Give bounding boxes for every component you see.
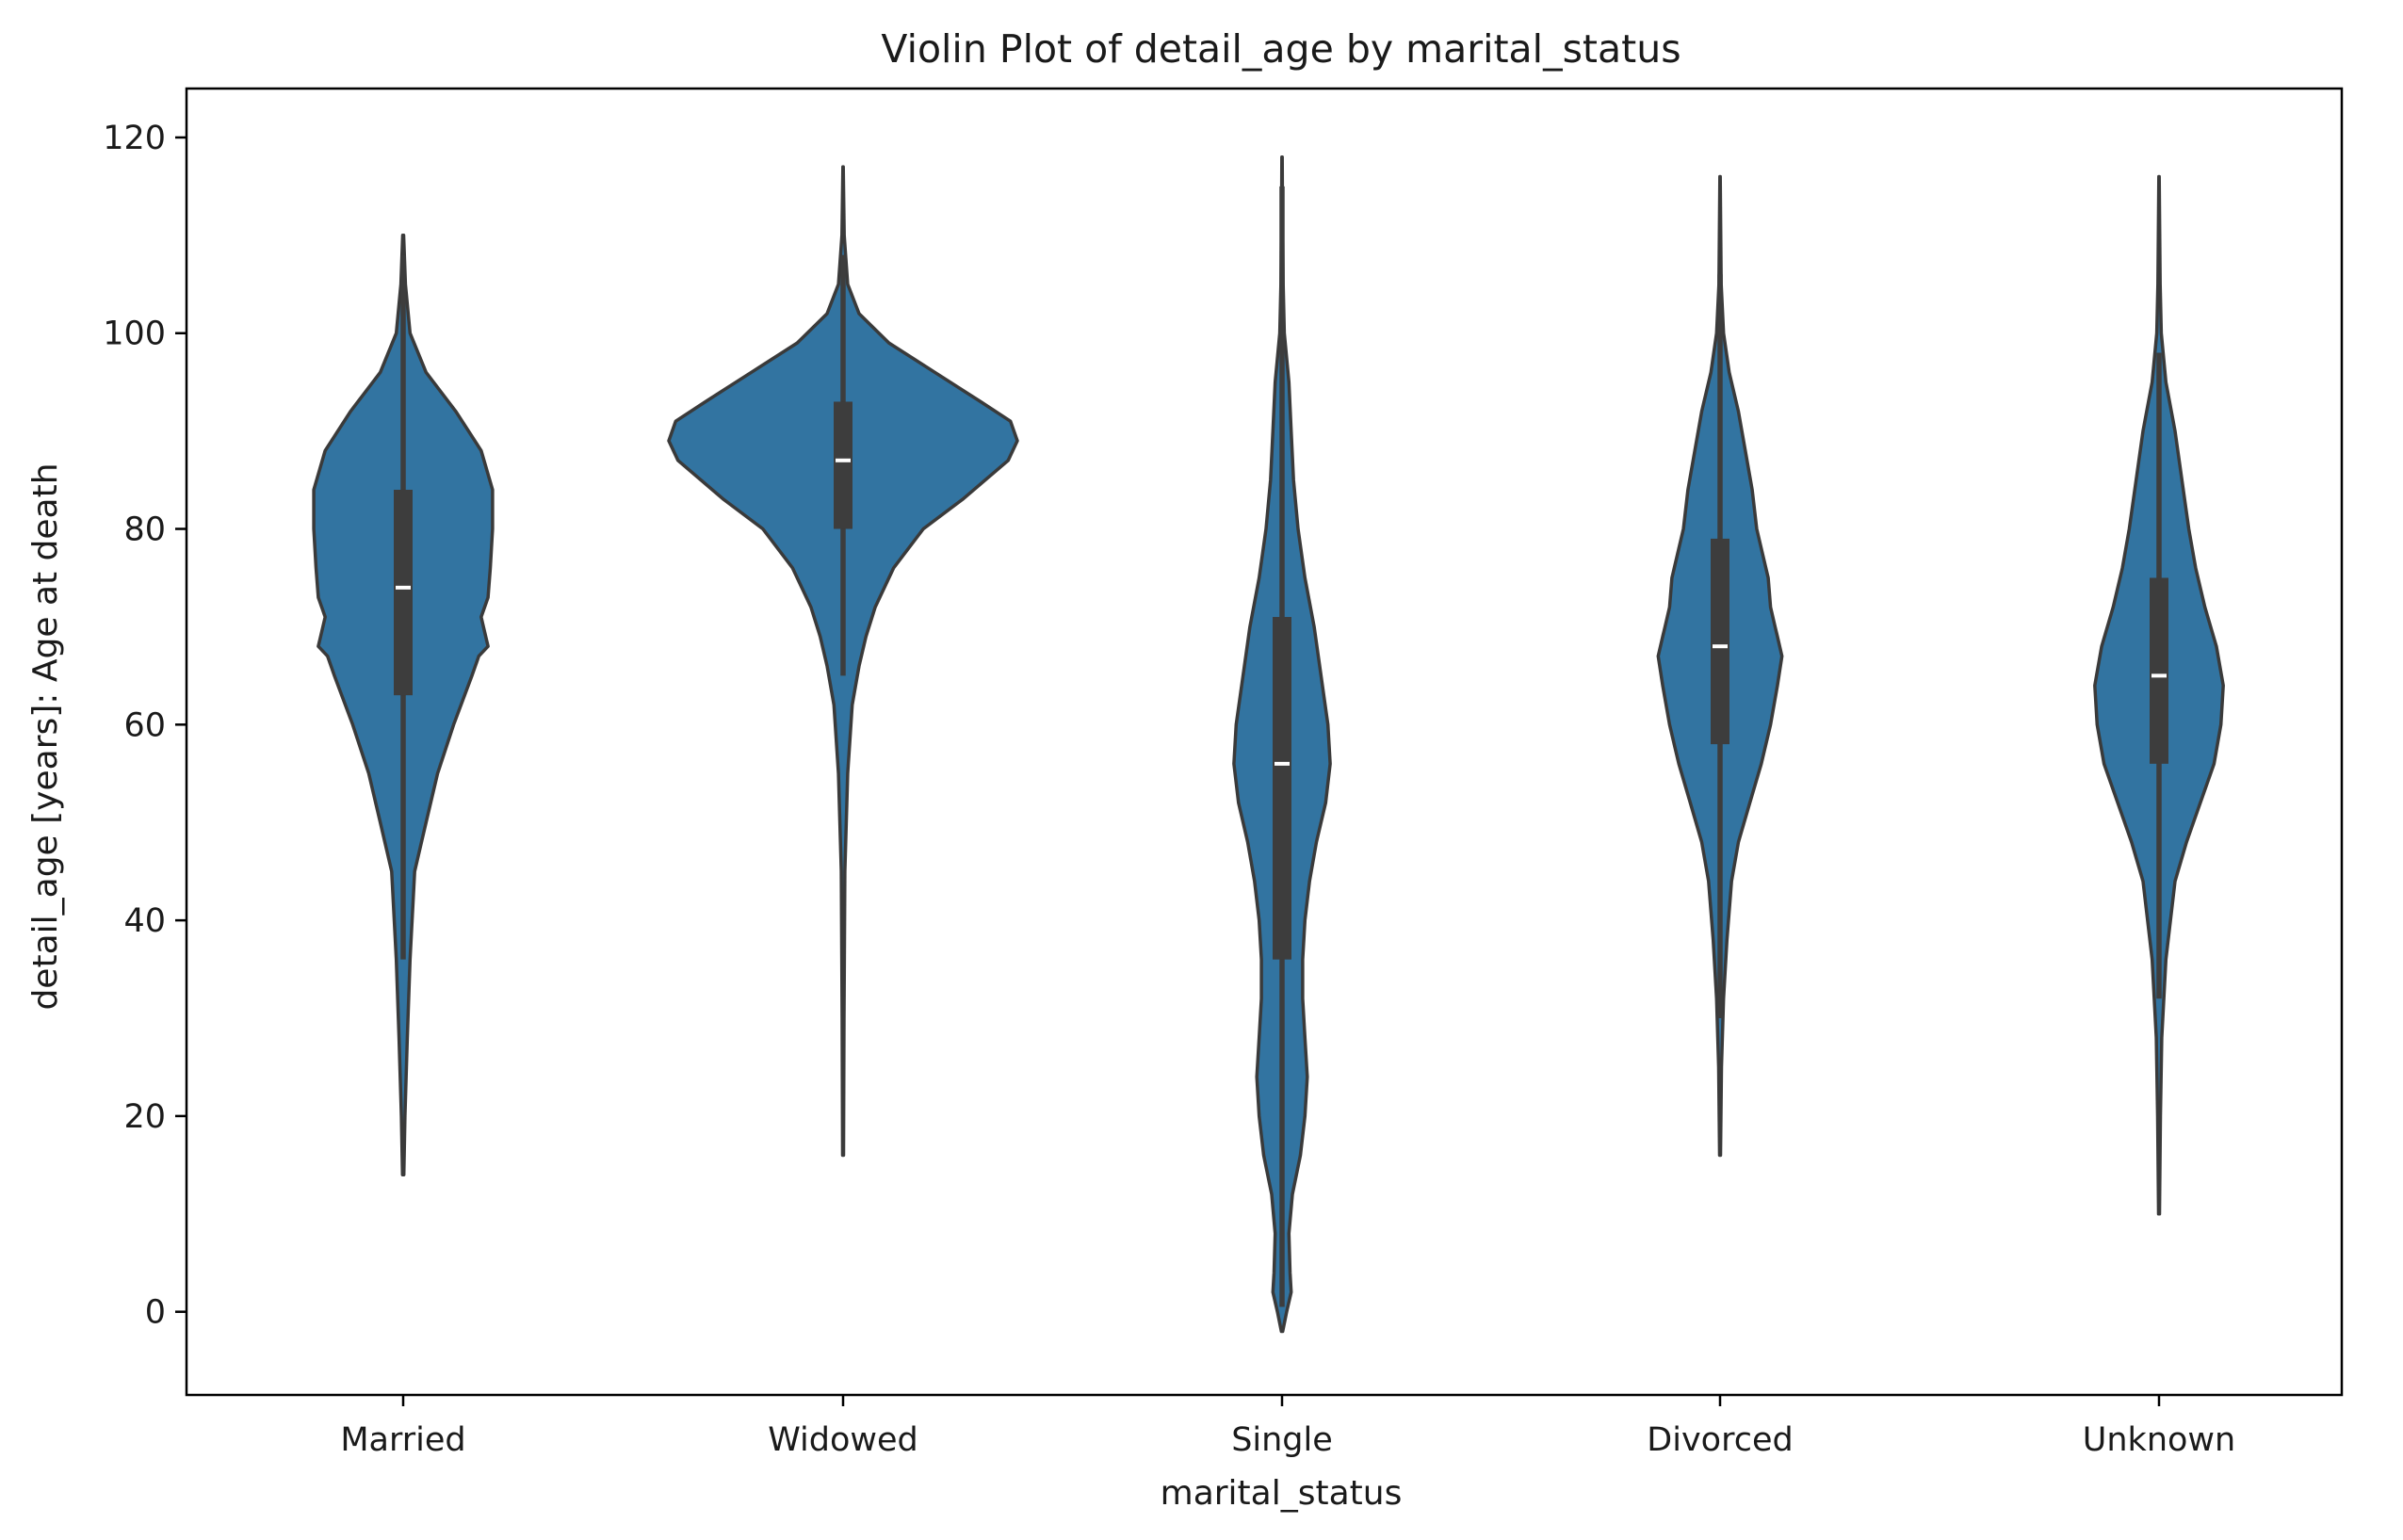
chart-title: Violin Plot of detail_age by marital_sta… (881, 26, 1680, 72)
x-axis-label: marital_status (1161, 1474, 1403, 1513)
x-tick-label-unknown: Unknown (2083, 1421, 2235, 1459)
violins-layer (312, 154, 2225, 1334)
y-tick-label: 20 (123, 1098, 166, 1136)
y-axis-label: detail_age [years]: Age at death (26, 462, 65, 1010)
iqr-box-widowed (834, 401, 852, 529)
y-tick-label: 60 (123, 706, 166, 744)
iqr-box-single (1273, 617, 1291, 960)
y-tick-label: 80 (123, 511, 166, 549)
y-tick-label: 100 (103, 316, 166, 353)
x-tick-label-single: Single (1231, 1421, 1333, 1459)
plot-frame (185, 87, 2344, 1397)
y-tick-label: 0 (145, 1294, 166, 1332)
x-tick-label-married: Married (340, 1421, 465, 1459)
x-tick-label-widowed: Widowed (768, 1421, 918, 1459)
iqr-box-unknown (2150, 577, 2168, 764)
y-tick-label: 120 (103, 120, 166, 157)
iqr-box-married (394, 489, 413, 696)
iqr-box-divorced (1711, 538, 1729, 745)
x-tick-label-divorced: Divorced (1647, 1421, 1793, 1459)
y-axis: 0 20 40 60 80 100 120 (103, 120, 187, 1332)
x-axis: Married Widowed Single Divorced Unknown (340, 1395, 2235, 1459)
y-tick-label: 40 (123, 902, 166, 940)
